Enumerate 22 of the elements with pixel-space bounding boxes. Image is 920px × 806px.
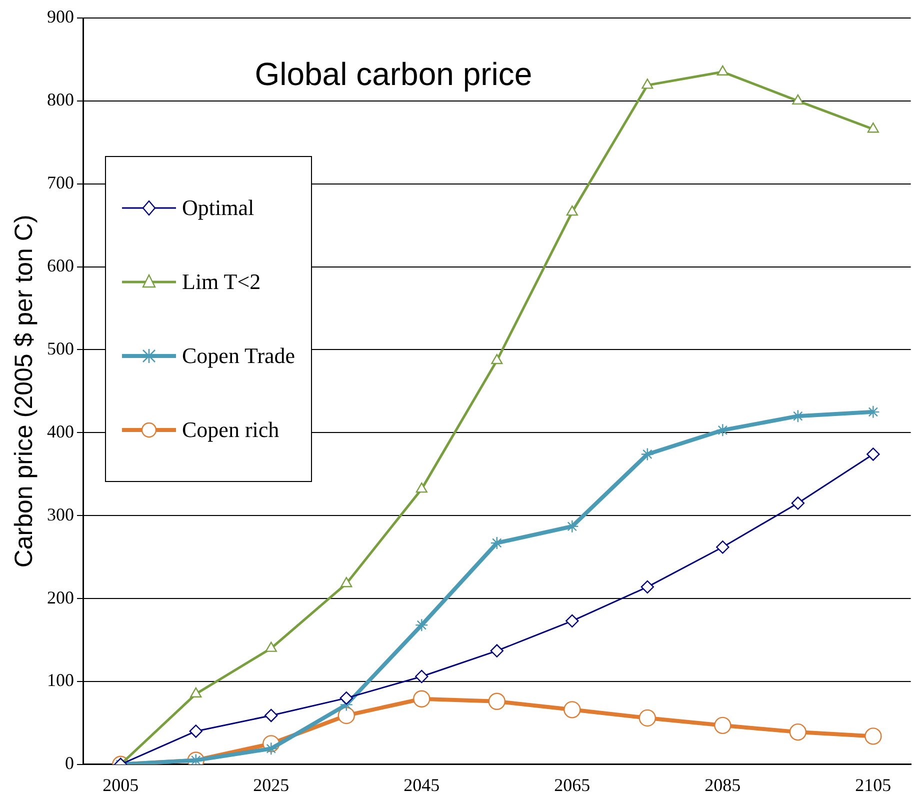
y-tick-label: 600 [47,256,74,276]
legend-label: Copen Trade [182,343,296,369]
text: Global carbon price [254,56,532,92]
legend-label: Lim T<2 [182,269,261,295]
y-tick-label: 900 [47,6,74,27]
y-tick-label: 100 [47,670,74,690]
x-tick-label: 2005 [102,774,139,795]
y-axis-title: Carbon price (2005 $ per ton C) [10,214,38,568]
legend-label: Optimal [182,195,254,221]
y-tick-label: 0 [65,753,74,774]
x-tick-label: 2085 [704,774,741,795]
y-tick-label: 200 [47,587,74,608]
y-tick-label: 300 [47,504,74,524]
x-tick-label: 2105 [855,774,892,795]
y-tick-label: 700 [47,172,74,193]
y-tick-label: 800 [47,90,74,110]
y-tick-label: 500 [47,338,74,358]
x-tick-label: 2025 [253,774,290,795]
x-tick-label: 2065 [554,774,590,795]
y-tick-label: 400 [47,421,74,442]
x-tick-label: 2045 [404,774,440,795]
legend-label: Copen rich [182,417,280,443]
